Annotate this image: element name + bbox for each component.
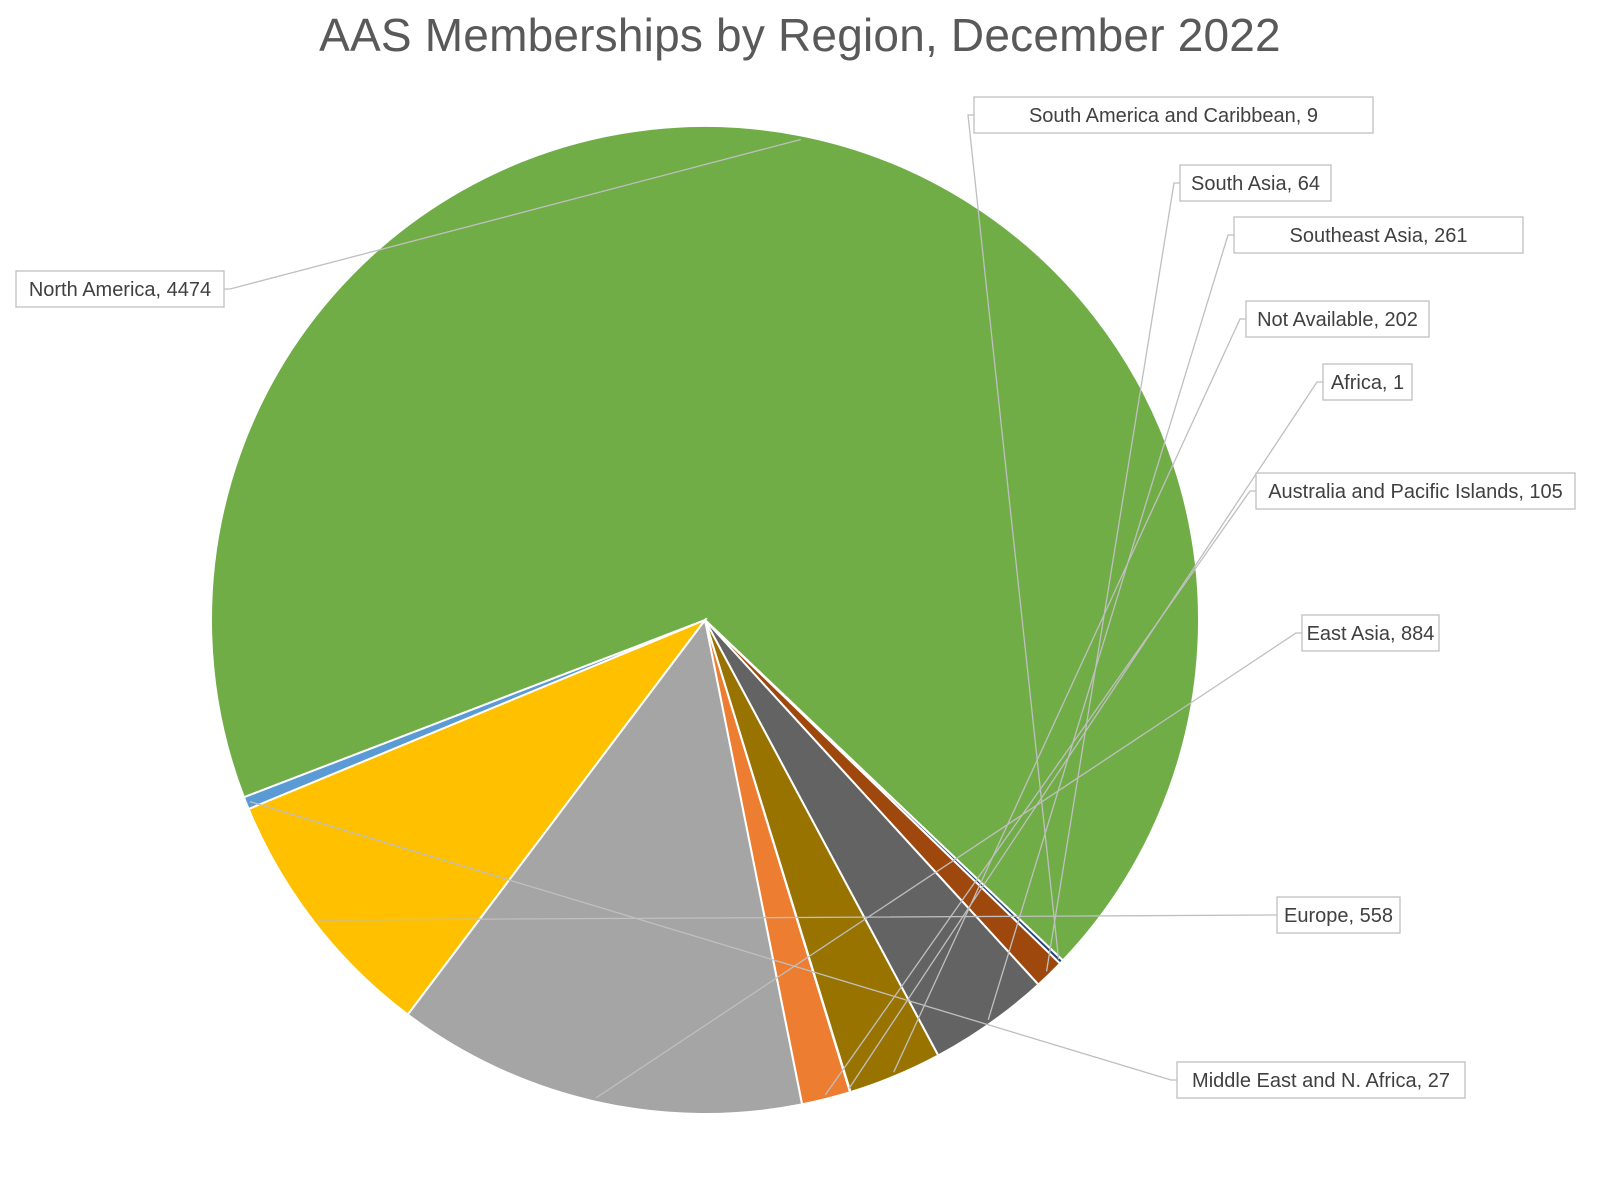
- data-label-box: [1322, 363, 1413, 401]
- data-label-box: [973, 96, 1374, 134]
- leader-lines-layer: [224, 114, 1323, 1099]
- leader-line: [824, 490, 1256, 1096]
- data-label: South America and Caribbean, 9: [1029, 105, 1318, 127]
- data-label-box: [1233, 216, 1524, 254]
- pie-slice-europe: [247, 617, 709, 1016]
- data-label-callout: Europe, 558: [1276, 896, 1401, 934]
- data-label-callout: Australia and Pacific Islands, 105: [1255, 472, 1576, 510]
- data-label-callout: Africa, 1: [1322, 363, 1413, 401]
- data-label: Southeast Asia, 261: [1290, 225, 1468, 247]
- pie-slice-north-america: [210, 125, 1200, 962]
- data-label: Africa, 1: [1331, 372, 1404, 394]
- chart-title: AAS Memberships by Region, December 2022: [319, 9, 1281, 61]
- data-label-box: [1301, 614, 1440, 652]
- data-labels-layer: Middle East and N. Africa, 27 North Ameri…: [15, 96, 1576, 1099]
- leader-line: [1045, 182, 1180, 972]
- data-label: Australia and Pacific Islands, 105: [1268, 481, 1563, 503]
- data-label-callout: North America, 4474: [15, 270, 225, 308]
- data-label: Middle East and N. Africa, 27: [1192, 1070, 1450, 1092]
- data-label-box: [1245, 300, 1430, 338]
- data-label-box: [1176, 1061, 1466, 1099]
- data-label: East Asia, 884: [1307, 623, 1435, 645]
- leader-line: [967, 114, 1060, 960]
- data-label-callout: Not Available, 202: [1245, 300, 1430, 338]
- data-label-box: [1255, 472, 1576, 510]
- slices-layer: [210, 125, 1200, 1115]
- leader-line: [595, 632, 1302, 1099]
- data-label: South Asia, 64: [1191, 173, 1320, 195]
- data-label-callout: South America and Caribbean, 9: [973, 96, 1374, 134]
- data-label-callout: Middle East and N. Africa, 27: [1176, 1061, 1466, 1099]
- leader-line: [317, 914, 1277, 921]
- data-label: North America, 4474: [29, 279, 211, 301]
- data-label-callout: East Asia, 884: [1301, 614, 1440, 652]
- pie-slice-east-asia: [406, 617, 804, 1115]
- leader-line: [848, 381, 1323, 1089]
- leader-line: [249, 801, 1177, 1081]
- data-label-box: [1276, 896, 1401, 934]
- data-label-box: [15, 270, 225, 308]
- data-label: Europe, 558: [1284, 905, 1393, 927]
- data-label: Not Available, 202: [1257, 309, 1418, 331]
- leader-line: [224, 138, 801, 290]
- data-label-callout: South Asia, 64: [1179, 164, 1332, 202]
- data-label-callout: Southeast Asia, 261: [1233, 216, 1524, 254]
- leader-line: [893, 318, 1246, 1073]
- data-label-box: [1179, 164, 1332, 202]
